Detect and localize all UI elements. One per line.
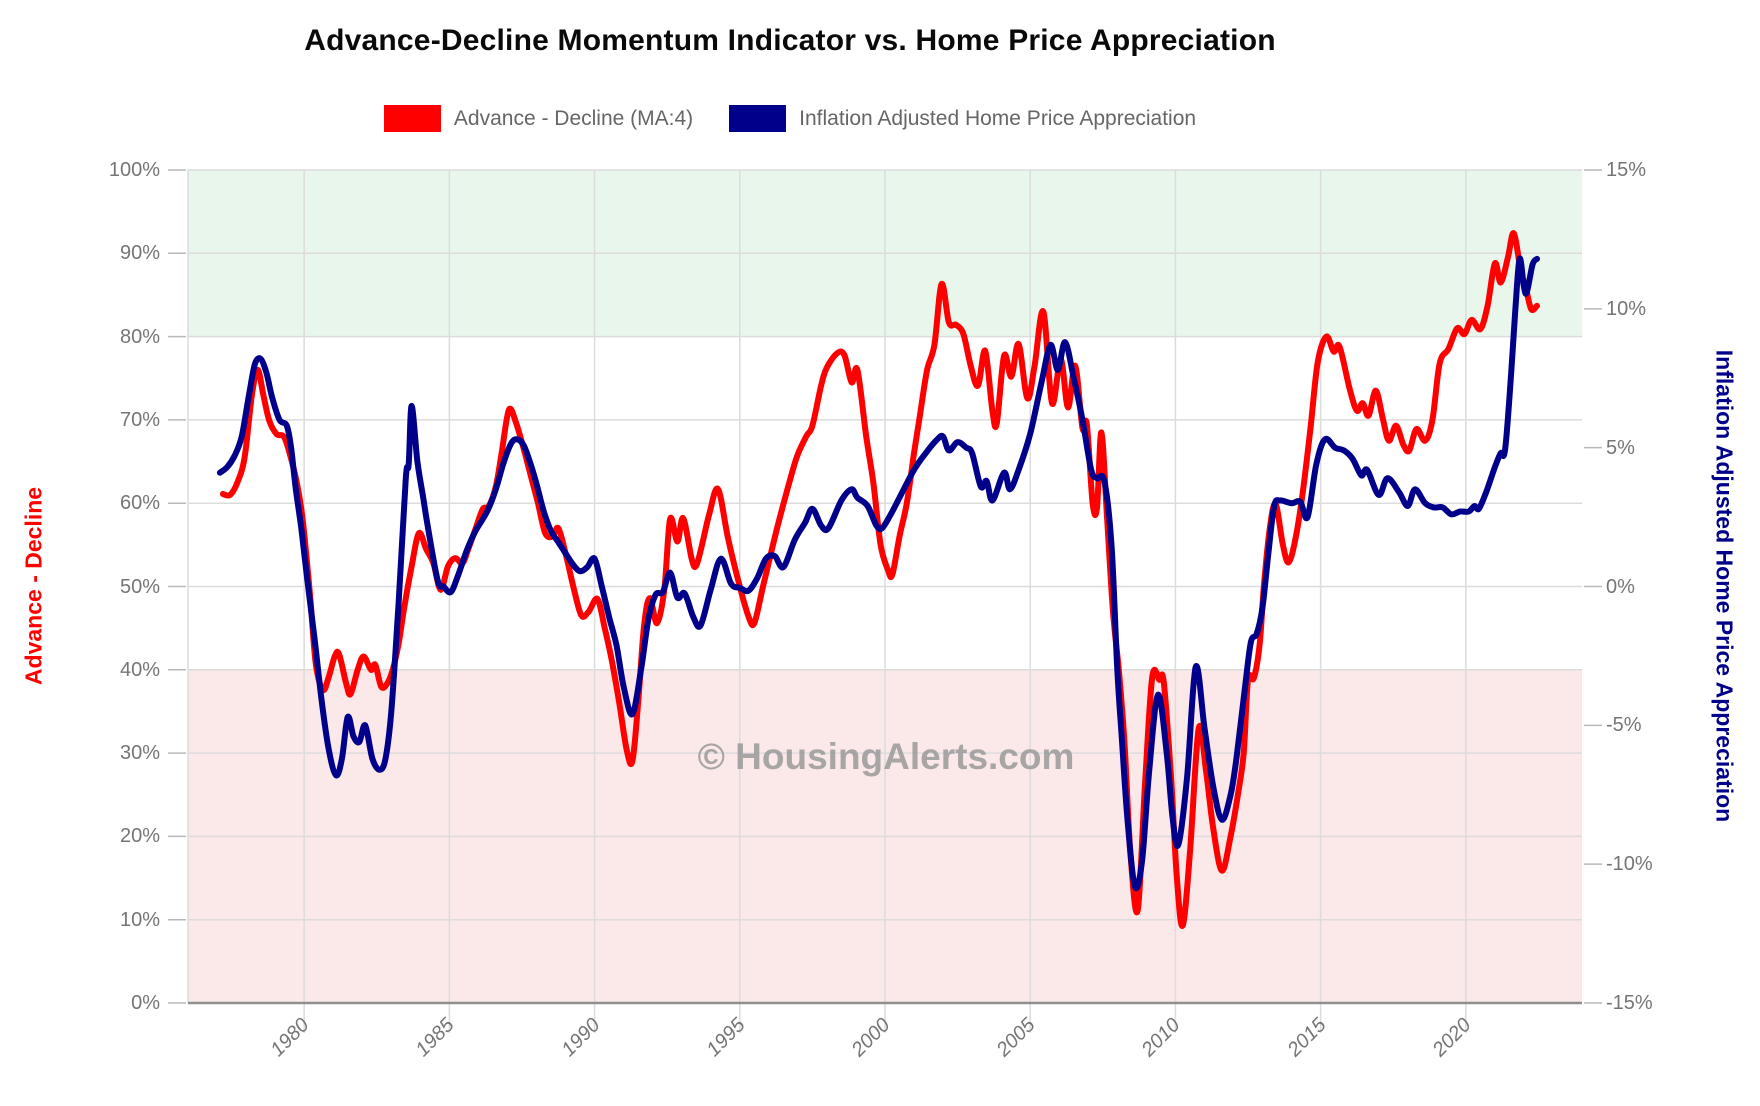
- left-axis-tick-label: 70%: [119, 408, 160, 431]
- left-axis-tick-label: 30%: [119, 742, 160, 765]
- left-axis-tick-label: 40%: [119, 658, 160, 681]
- legend: Advance - Decline (MA:4) Inflation Adjus…: [0, 105, 1580, 132]
- left-axis-tick-label: 80%: [119, 325, 160, 348]
- home-price-appreciation-line: [216, 255, 1540, 892]
- left-axis-tick-label: 20%: [119, 825, 160, 848]
- right-axis-tick-label: -15%: [1606, 992, 1653, 1014]
- right-axis-tick-label: -5%: [1606, 714, 1642, 737]
- right-axis-tick-label: 15%: [1606, 159, 1647, 181]
- left-axis-tick-label: 50%: [119, 575, 160, 598]
- right-axis-tick-label: -10%: [1606, 853, 1653, 876]
- legend-label-home-price-appreciation: Inflation Adjusted Home Price Appreciati…: [799, 106, 1197, 130]
- legend-label-advance-decline: Advance - Decline (MA:4): [453, 106, 694, 130]
- left-axis-tick-label: 60%: [119, 492, 160, 515]
- chart-title: Advance-Decline Momentum Indicator vs. H…: [304, 24, 1276, 57]
- advance-decline-line: [219, 230, 1540, 929]
- legend-swatch-home-price-appreciation: [729, 105, 787, 132]
- watermark: © HousingAlerts.com: [697, 736, 1075, 777]
- legend-swatch-advance-decline: [383, 105, 441, 132]
- right-axis-tick-label: 10%: [1606, 297, 1647, 320]
- left-axis-tick-label: 90%: [119, 242, 160, 265]
- right-axis-tick-label: 5%: [1606, 436, 1635, 459]
- legend-item-home-price-appreciation: Inflation Adjusted Home Price Appreciati…: [729, 105, 1196, 132]
- left-axis-tick-label: 100%: [108, 159, 160, 181]
- legend-item-advance-decline: Advance - Decline (MA:4): [383, 105, 694, 132]
- left-axis-tick-label: 0%: [131, 992, 160, 1014]
- left-axis-tick-label: 10%: [119, 908, 160, 931]
- right-axis-tick-label: 0%: [1606, 575, 1635, 598]
